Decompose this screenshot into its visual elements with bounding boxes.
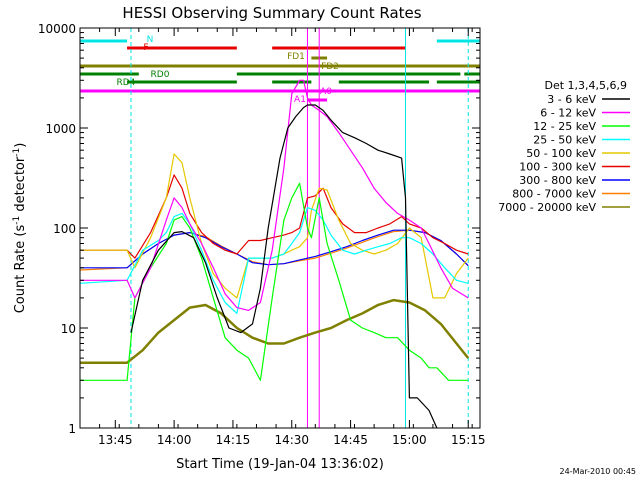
y-axis-label: Count Rate (s-1 detector-1)	[12, 143, 28, 314]
x-tick-label: 14:15	[216, 433, 251, 447]
x-tick-label: 14:30	[274, 433, 309, 447]
legend-entry-label: 3 - 6 keV	[547, 93, 596, 106]
series-line	[80, 153, 469, 299]
flag-bar-label: FD2	[321, 62, 339, 72]
legend-entry-label: 100 - 300 keV	[519, 161, 596, 174]
footer-date: 24-Mar-2010 00:45	[560, 467, 637, 476]
legend-entry-label: 12 - 25 keV	[533, 120, 596, 133]
x-tick-label: 13:45	[98, 433, 133, 447]
flag-bar-label: RD0	[151, 70, 170, 80]
legend-entry-label: 25 - 50 keV	[533, 134, 596, 147]
legend-entry-label: 6 - 12 keV	[540, 107, 596, 120]
x-tick-label: 14:00	[157, 433, 192, 447]
series-line	[80, 298, 470, 364]
y-tick-label: 10	[61, 322, 76, 336]
flag-bar-label: A0	[320, 87, 332, 97]
series-line	[80, 79, 469, 311]
chart-title: HESSI Observing Summary Count Rates	[122, 4, 421, 22]
axis-ticks: 13:45 14:00 14:15 14:30 14:45 15:00 15:15 1 10 10…	[38, 22, 486, 447]
y-tick-label: 100	[53, 222, 76, 236]
legend-entry-label: 300 - 800 keV	[519, 174, 596, 187]
series-line	[80, 182, 469, 381]
x-tick-label: 15:00	[392, 433, 427, 447]
y-tick-label: 10000	[38, 22, 76, 36]
y-tick-label: 1	[68, 422, 76, 436]
x-axis-label: Start Time (19-Jan-04 13:36:02)	[176, 457, 384, 472]
flag-bar-label: N	[147, 35, 154, 45]
x-tick-label: 14:45	[333, 433, 368, 447]
series-line	[130, 104, 438, 429]
y-tick-label: 1000	[45, 122, 76, 136]
series-line	[80, 174, 469, 259]
series-line	[79, 207, 469, 314]
legend-title: Det 1,3,4,5,6,9	[544, 79, 627, 92]
x-tick-label: 15:15	[451, 433, 486, 447]
flag-bar-label: F	[143, 43, 148, 53]
legend-entry-label: 50 - 100 keV	[526, 147, 596, 160]
series-lines	[79, 79, 470, 429]
legend-entry-label: 800 - 7000 keV	[512, 188, 596, 201]
flag-bar-label: RD4	[117, 78, 136, 88]
flag-bars: NF FD1 FD2 RD0 RD4 A1 A0	[80, 35, 480, 105]
flag-bar-label: FD1	[287, 52, 305, 62]
flag-bar-label: A1	[294, 95, 306, 105]
legend-entry-label: 7000 - 20000 keV	[498, 201, 596, 214]
